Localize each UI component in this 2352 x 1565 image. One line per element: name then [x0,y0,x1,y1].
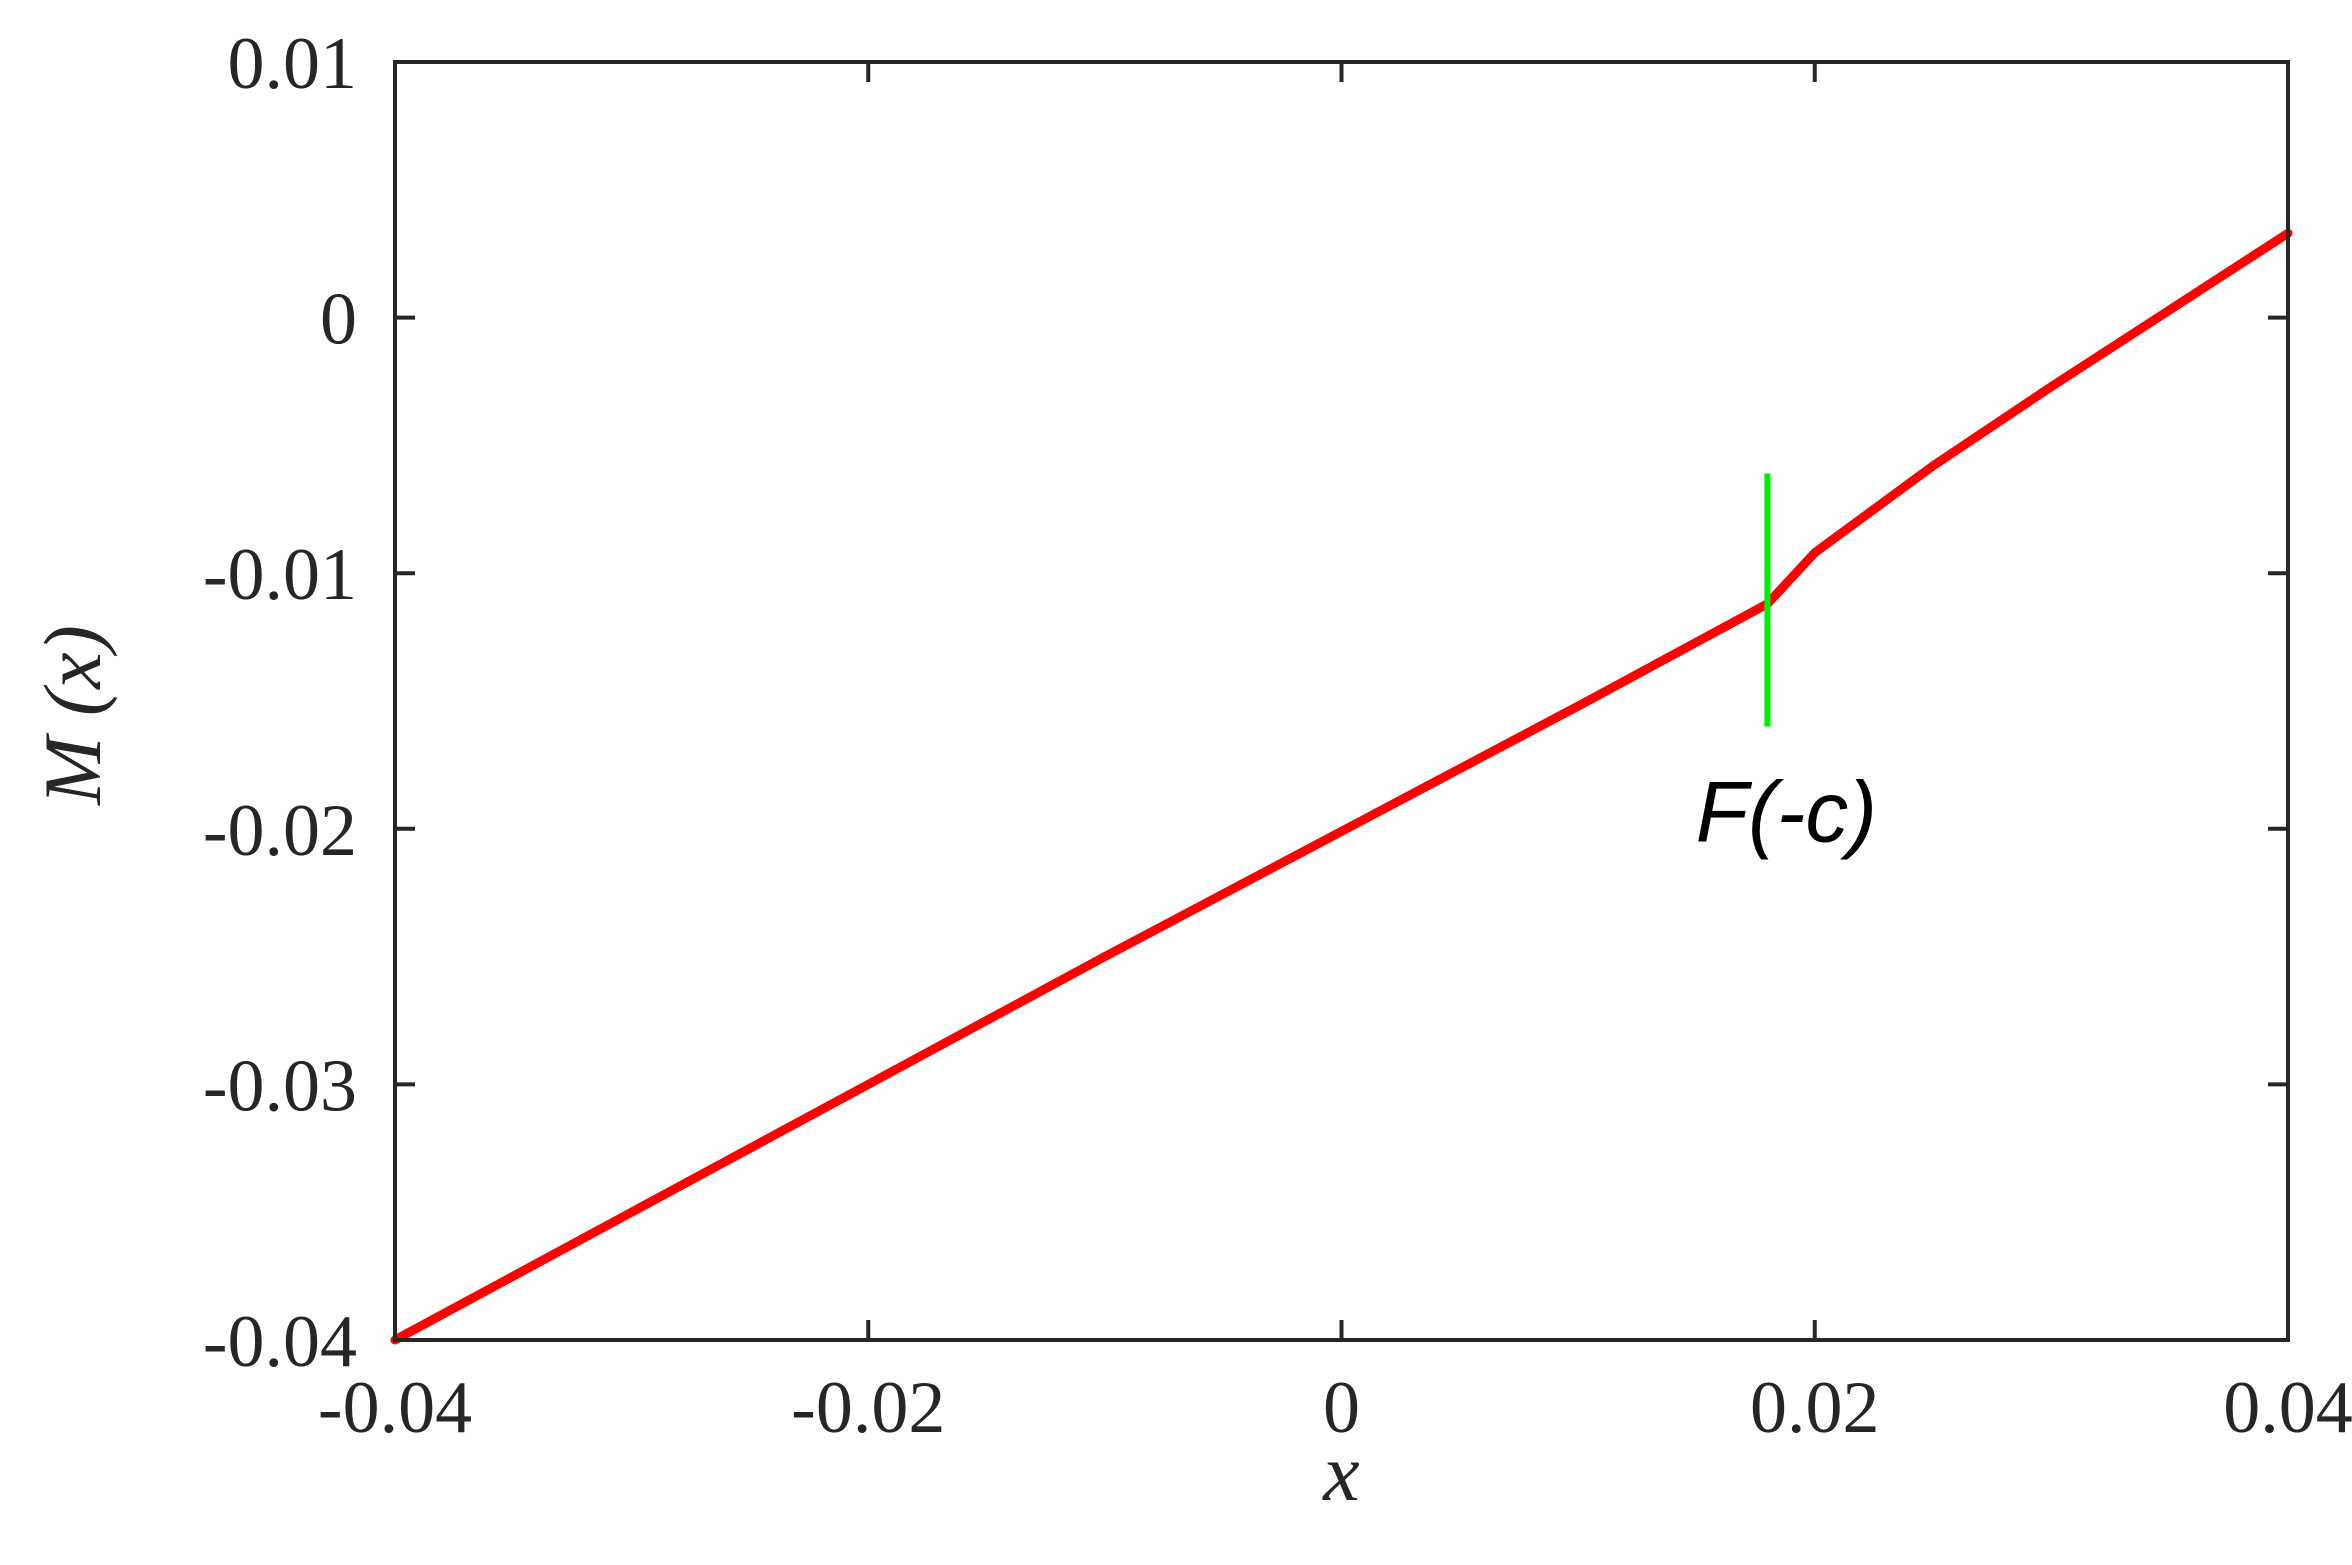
series-line-0 [390,228,2293,1345]
y-tick-label: -0.04 [203,1301,357,1383]
axis-ticks: -0.04 -0.02 0 0.02 0.04 -0.04 -0.03 -0.02 -0.01 0… [203,23,2352,1449]
axes-frame [393,60,2290,1342]
y-tick-label: 0.01 [228,23,358,105]
x-tick-label: 0.04 [2223,1367,2352,1449]
y-tick-label: -0.02 [203,790,357,872]
x-tick-label: 0 [1323,1367,1360,1449]
y-axis-label: M (x) [27,625,118,806]
y-tick-label: -0.01 [203,534,357,616]
y-tick-label: 0 [320,279,357,361]
x-tick-label: -0.02 [791,1367,945,1449]
x-tick-label: -0.04 [318,1367,472,1449]
series-group [390,228,2293,1345]
x-tick-label: 0.02 [1750,1367,1880,1449]
x-axis-label: x [1322,1427,1359,1518]
annotation-group: F(-c) [1696,473,1877,861]
annotation-label: F(-c) [1696,765,1877,861]
y-tick-label: -0.03 [203,1045,357,1127]
